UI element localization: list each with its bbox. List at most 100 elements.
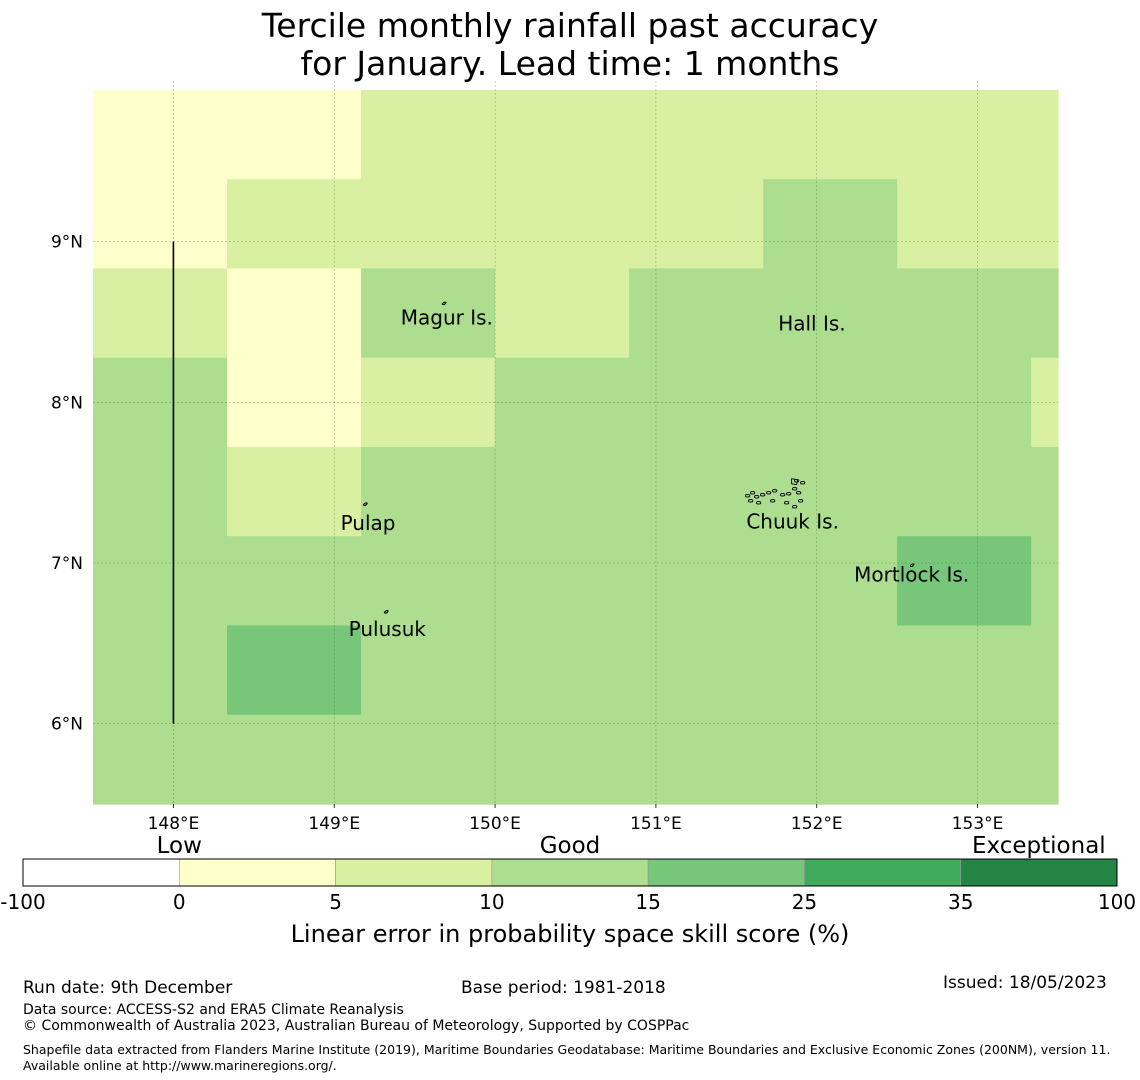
grid-cell [1031, 268, 1059, 359]
colorbar-segment [804, 858, 962, 887]
grid-cell [763, 625, 898, 716]
lon-tick-label: 151°E [630, 814, 682, 834]
lon-tick-label: 149°E [308, 814, 360, 834]
grid-cell [897, 536, 1032, 627]
grid-cell [763, 89, 898, 180]
grid-cell [227, 714, 362, 805]
grid-cell [629, 625, 764, 716]
grid-cell [629, 179, 764, 270]
grid-cell [1031, 536, 1059, 627]
grid-cell [763, 357, 898, 448]
grid-cell [495, 179, 630, 270]
chart-title-line-1: Tercile monthly rainfall past accuracy [261, 6, 879, 45]
grid-cell [93, 625, 228, 716]
grid-cell [361, 625, 496, 716]
grid-cell [763, 536, 898, 627]
lat-tick-label: 8°N [51, 393, 83, 413]
place-label: Mortlock Is. [854, 562, 969, 586]
grid-cell [227, 268, 362, 359]
island-chuuk-lagoon [744, 478, 806, 509]
colorbar-tick-label: 15 [635, 890, 660, 914]
copyright: © Commonwealth of Australia 2023, Austra… [23, 1018, 690, 1034]
grid-cell [763, 268, 898, 359]
colorbar-category-label: Exceptional [972, 833, 1106, 859]
place-label: Chuuk Is. [746, 509, 839, 533]
grid-cell [629, 268, 764, 359]
grid-cell [629, 714, 764, 805]
grid-cell [495, 89, 630, 180]
run-date: Run date: 9th December [23, 978, 233, 998]
grid-cell [1031, 89, 1059, 180]
lat-tick-label: 6°N [51, 715, 83, 735]
colorbar-segment [491, 858, 649, 887]
grid-cell [93, 714, 228, 805]
grid-cell [361, 446, 496, 537]
grid-cell [897, 179, 1032, 270]
grid-cell [763, 714, 898, 805]
grid-cell [897, 714, 1032, 805]
grid-cell [93, 357, 228, 448]
grid-cell [93, 446, 228, 537]
grid-cell [763, 179, 898, 270]
colorbar-segment [647, 858, 805, 887]
grid-cell [897, 625, 1032, 716]
grid-cell [897, 268, 1032, 359]
colorbar-tick-label: 10 [479, 890, 504, 914]
lon-tick-label: 148°E [148, 814, 200, 834]
grid-cell [361, 268, 496, 359]
grid-cell [495, 536, 630, 627]
grid-cell [495, 268, 630, 359]
colorbar-tick-label: 100 [1098, 890, 1136, 914]
island-mortlock [909, 563, 915, 567]
grid-cell [227, 625, 362, 716]
island-magur [441, 301, 447, 306]
skill-score-map: Magur Is. Hall Is. Pulap Chuuk Is. Mortlock … [0, 81, 1136, 948]
grid-cell [1031, 179, 1059, 270]
grid-cell [897, 446, 1032, 537]
place-labels: Magur Is. Hall Is. Pulap Chuuk Is. Mortlock … [341, 305, 970, 641]
colorbar-segment [178, 858, 336, 887]
grid-cell [1031, 446, 1059, 537]
island-pulusuk [383, 610, 389, 614]
island-outlines [362, 301, 915, 614]
grid-cell [93, 536, 228, 627]
grid-cell [361, 714, 496, 805]
grid-cell [93, 179, 228, 270]
colorbar-tick-label: 25 [792, 890, 817, 914]
grid-cell [361, 179, 496, 270]
chart-title-line-2: for January. Lead time: 1 months [300, 44, 840, 83]
colorbar-segment [22, 858, 180, 887]
axis-ticks: 148°E 149°E 150°E 151°E 152°E 153°E 9°N 8°N 7°N 6… [51, 233, 1003, 834]
graticule [93, 81, 1058, 804]
grid-cell [629, 89, 764, 180]
issued-date: Issued: 18/05/2023 [943, 973, 1107, 993]
grid-cell [629, 446, 764, 537]
grid-cell [361, 357, 496, 448]
grid-cell [629, 357, 764, 448]
lat-tick-label: 9°N [51, 233, 83, 253]
grid-cell [629, 536, 764, 627]
colorbar-title: Linear error in probability space skill … [291, 920, 850, 948]
shapefile-credit: Shapefile data extracted from Flanders M… [23, 1042, 1111, 1073]
base-period: Base period: 1981-2018 [461, 978, 666, 998]
colorbar-tick-label: 5 [329, 890, 342, 914]
colorbar-frame [22, 858, 1118, 887]
colorbar-category-label: Good [540, 833, 601, 859]
grid-cell [495, 357, 630, 448]
grid-cell [93, 89, 228, 180]
grid-cell [227, 89, 362, 180]
grid-cell [227, 357, 362, 448]
grid-cell [1031, 714, 1059, 805]
lon-tick-label: 150°E [469, 814, 521, 834]
colorbar: -100 0 5 10 15 25 35 100 Low Good Exceptional Linea… [0, 833, 1136, 948]
colorbar-category-label: Low [157, 833, 202, 859]
lon-tick-label: 152°E [791, 814, 843, 834]
place-label: Magur Is. [401, 305, 493, 329]
island-pulap [362, 502, 368, 506]
lon-tick-label: 153°E [952, 814, 1004, 834]
colorbar-segment [335, 858, 493, 887]
skill-grid [93, 89, 1059, 805]
grid-cell [93, 268, 228, 359]
lat-tick-label: 7°N [51, 554, 83, 574]
grid-cell [227, 446, 362, 537]
